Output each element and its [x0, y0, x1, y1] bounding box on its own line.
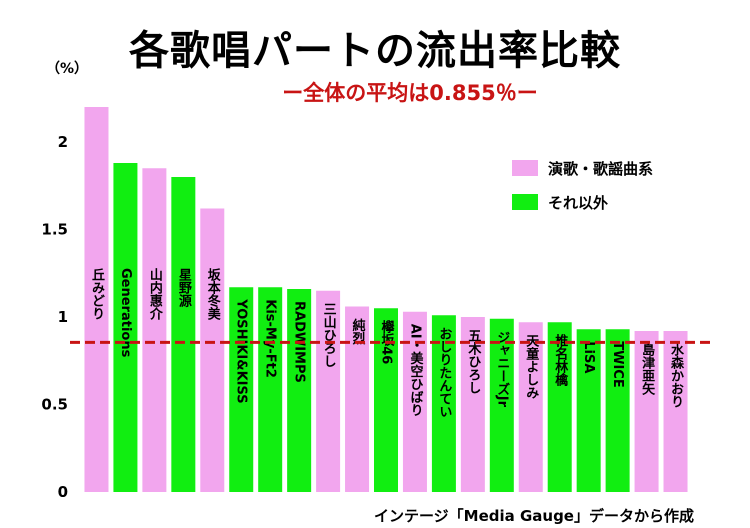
bar: [374, 308, 398, 492]
legend-label: それ以外: [548, 194, 608, 212]
bar: [431, 315, 456, 492]
bar: [345, 306, 370, 492]
bar: [171, 177, 196, 492]
source-note: インテージ「Media Gauge」データから作成: [373, 507, 694, 525]
bar: [605, 329, 630, 492]
bar-label: Generations: [118, 268, 133, 358]
y-tick-label: 2: [58, 133, 68, 151]
bar-label: 島津亜矢: [639, 342, 655, 396]
bar-label: 丘みどり: [89, 268, 105, 320]
bar-label: おしりたんてい: [436, 327, 452, 418]
bar: [547, 322, 572, 492]
bar-label: 五木ひろし: [465, 329, 482, 394]
chart-subtitle: ー全体の平均は0.855％ー: [282, 81, 538, 105]
bar-label: 星野源: [176, 268, 192, 308]
bar: [518, 322, 543, 492]
y-axis-unit: （%）: [46, 61, 89, 77]
y-tick-label: 1.5: [41, 221, 68, 239]
bar: [142, 168, 167, 492]
bar: [200, 208, 225, 492]
bar-label: Kis-My-Ft2: [263, 299, 278, 378]
legend-label: 演歌・歌謡曲系: [548, 160, 653, 178]
bar-label: 天童よしみ: [523, 334, 539, 399]
bar: [576, 329, 601, 492]
bar-label: AI・美空ひばり: [407, 324, 423, 417]
bar: [258, 287, 283, 492]
chart-title: 各歌唱パートの流出率比較: [129, 28, 621, 74]
bar-label: TWICE: [610, 341, 625, 387]
y-tick-label: 0.5: [41, 396, 68, 414]
bar-label: LiSA: [581, 341, 596, 373]
bar-label: 山内惠介: [147, 267, 164, 320]
bar-label: 水森かおり: [668, 342, 684, 408]
y-tick-label: 1: [58, 308, 68, 326]
bar: [287, 289, 312, 492]
bar-label: 坂本冬美: [205, 267, 221, 321]
bar: [663, 331, 688, 492]
bar: [229, 287, 254, 492]
legend-swatch: [512, 160, 538, 176]
bar: [84, 107, 109, 492]
bar: [634, 331, 659, 492]
bar: [489, 318, 514, 492]
bar: [316, 290, 341, 492]
bar: [460, 317, 485, 492]
bar-label: 三山ひろし: [321, 303, 337, 368]
bar-label: ジャニーズJr: [494, 331, 510, 408]
bar-label: YOSHIKI&KISS: [234, 298, 249, 403]
y-tick-label: 0: [58, 483, 68, 501]
bar-label: 椎名林檎: [552, 334, 569, 388]
bar: [113, 163, 138, 492]
legend-swatch: [512, 194, 538, 210]
bar-label: 純烈: [350, 318, 366, 346]
